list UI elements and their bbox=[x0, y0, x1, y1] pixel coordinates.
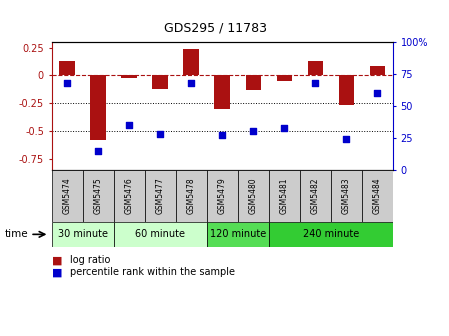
Bar bbox=[269, 170, 300, 222]
Bar bbox=[269, 222, 393, 247]
Text: 240 minute: 240 minute bbox=[303, 229, 359, 239]
Bar bbox=[339, 75, 354, 105]
Point bbox=[281, 125, 288, 130]
Bar bbox=[114, 170, 145, 222]
Point bbox=[219, 132, 226, 138]
Text: GSM5480: GSM5480 bbox=[249, 177, 258, 214]
Text: ■: ■ bbox=[52, 267, 62, 277]
Bar bbox=[207, 222, 269, 247]
Point bbox=[126, 122, 133, 128]
Bar bbox=[52, 170, 83, 222]
Text: GSM5481: GSM5481 bbox=[280, 177, 289, 214]
Text: GSM5479: GSM5479 bbox=[218, 177, 227, 214]
Bar bbox=[184, 49, 199, 75]
Bar bbox=[176, 170, 207, 222]
Text: GSM5476: GSM5476 bbox=[125, 177, 134, 214]
Point bbox=[312, 80, 319, 86]
Bar bbox=[300, 170, 331, 222]
Bar bbox=[308, 61, 323, 75]
Point bbox=[64, 80, 71, 86]
Bar bbox=[90, 75, 106, 140]
Bar bbox=[121, 75, 137, 78]
Text: GSM5474: GSM5474 bbox=[63, 177, 72, 214]
Bar bbox=[153, 75, 168, 89]
Bar bbox=[145, 170, 176, 222]
Bar bbox=[52, 222, 114, 247]
Point bbox=[188, 80, 195, 86]
Text: 120 minute: 120 minute bbox=[210, 229, 266, 239]
Text: GDS295 / 11783: GDS295 / 11783 bbox=[164, 22, 267, 35]
Text: ■: ■ bbox=[52, 255, 62, 265]
Point bbox=[374, 90, 381, 96]
Point bbox=[250, 129, 257, 134]
Bar bbox=[370, 67, 385, 75]
Bar bbox=[246, 75, 261, 90]
Text: GSM5478: GSM5478 bbox=[187, 177, 196, 214]
Bar bbox=[207, 170, 238, 222]
Text: 60 minute: 60 minute bbox=[135, 229, 185, 239]
Bar bbox=[215, 75, 230, 109]
Text: time: time bbox=[4, 229, 28, 239]
Point bbox=[157, 131, 164, 137]
Bar bbox=[59, 61, 75, 75]
Bar bbox=[362, 170, 393, 222]
Text: GSM5482: GSM5482 bbox=[311, 177, 320, 214]
Text: 30 minute: 30 minute bbox=[57, 229, 108, 239]
Bar bbox=[277, 75, 292, 81]
Point bbox=[95, 148, 102, 153]
Text: GSM5484: GSM5484 bbox=[373, 177, 382, 214]
Text: percentile rank within the sample: percentile rank within the sample bbox=[70, 267, 234, 277]
Bar bbox=[83, 170, 114, 222]
Text: log ratio: log ratio bbox=[70, 255, 110, 265]
Text: GSM5477: GSM5477 bbox=[156, 177, 165, 214]
Text: GSM5475: GSM5475 bbox=[94, 177, 103, 214]
Bar bbox=[238, 170, 269, 222]
Text: GSM5483: GSM5483 bbox=[342, 177, 351, 214]
Bar bbox=[114, 222, 207, 247]
Bar bbox=[331, 170, 362, 222]
Point bbox=[343, 136, 350, 142]
